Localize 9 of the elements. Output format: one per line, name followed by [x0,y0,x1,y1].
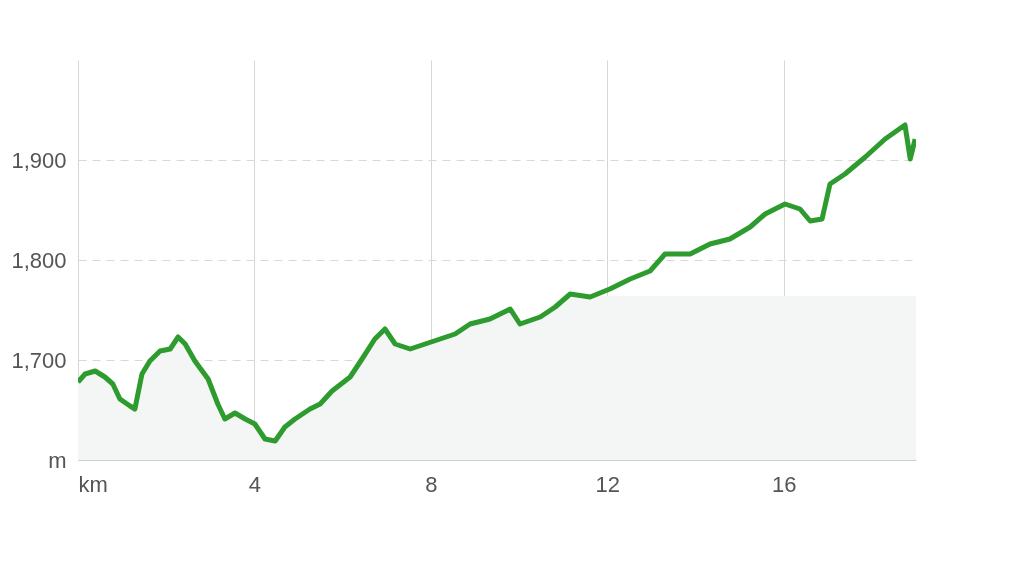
y-tick-label: 1,900 [11,147,67,173]
x-tick-label: 12 [595,471,621,497]
x-tick-label: 16 [771,471,797,497]
y-tick-label: m [48,447,67,473]
x-tick-label: km [78,471,108,497]
y-tick-label: 1,800 [11,247,67,273]
y-tick-label: 1,700 [11,347,67,373]
x-tick-label: 4 [248,471,262,497]
x-tick-label: 8 [425,471,438,497]
